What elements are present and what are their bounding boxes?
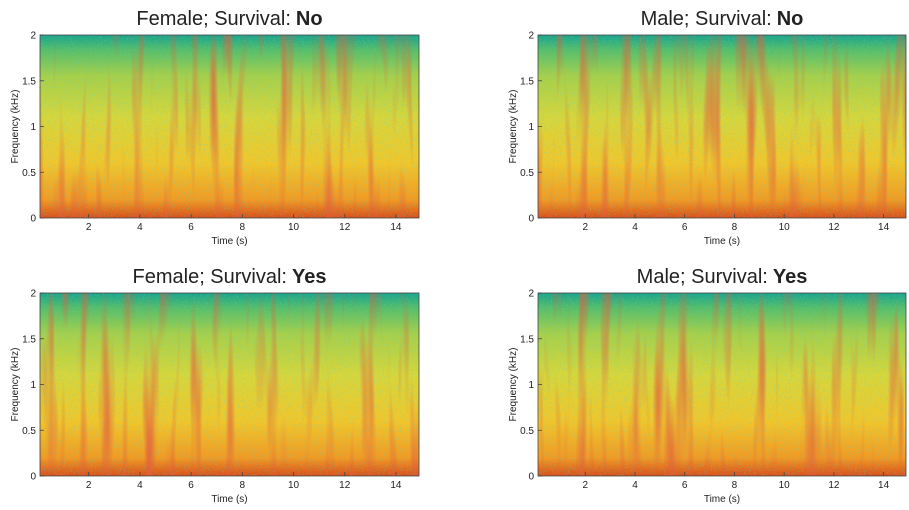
y-tick-label: 0 xyxy=(30,472,36,483)
x-axis-label: Time (s) xyxy=(211,494,247,505)
x-tick-label: 12 xyxy=(828,222,840,233)
chart-title-text: Male; Survival: xyxy=(641,8,772,30)
chart-title-emphasis: No xyxy=(296,8,323,30)
panel: 2 4 6 8 10 12 14 0 0.5 1 1.5 2 Time (s) Frequency (kH… xyxy=(508,266,907,505)
x-tick-label: 6 xyxy=(682,222,688,233)
x-tick-label: 14 xyxy=(878,480,890,491)
y-tick-label: 1.5 xyxy=(22,76,36,87)
x-tick-label: 2 xyxy=(86,222,92,233)
chart-title: Female; Survival: Yes xyxy=(133,266,327,288)
x-tick-label: 12 xyxy=(339,480,351,491)
x-tick-label: 14 xyxy=(390,480,402,491)
chart-title-emphasis: No xyxy=(777,8,804,30)
y-tick-label: 1 xyxy=(30,122,36,133)
chart-title-emphasis: Yes xyxy=(292,266,326,288)
y-tick-label: 2 xyxy=(30,289,36,300)
y-tick-label: 0 xyxy=(30,214,36,225)
x-tick-label: 8 xyxy=(732,480,738,491)
y-tick-label: 0.5 xyxy=(520,426,534,437)
y-tick-label: 1 xyxy=(30,380,36,391)
x-tick-label: 6 xyxy=(682,480,688,491)
x-tick-label: 4 xyxy=(137,480,143,491)
x-tick-label: 6 xyxy=(188,222,194,233)
chart-title-text: Male; Survival: xyxy=(637,266,768,288)
x-tick-label: 10 xyxy=(288,480,300,491)
y-tick-label: 1.5 xyxy=(520,334,534,345)
panel: 2 4 6 8 10 12 14 0 0.5 1 1.5 2 Time (s) Frequency (kH… xyxy=(508,8,907,247)
chart-title-text: Female; Survival: xyxy=(136,8,291,30)
y-tick-label: 0.5 xyxy=(22,168,36,179)
x-tick-label: 14 xyxy=(878,222,890,233)
chart-title-emphasis: Yes xyxy=(773,266,807,288)
x-tick-label: 10 xyxy=(779,480,791,491)
panel: 2 4 6 8 10 12 14 0 0.5 1 1.5 2 Time (s) Frequency (kH… xyxy=(10,266,420,505)
x-tick-label: 14 xyxy=(390,222,402,233)
y-tick-label: 0.5 xyxy=(520,168,534,179)
chart-title-text: Female; Survival: xyxy=(133,266,288,288)
panel: 2 4 6 8 10 12 14 0 0.5 1 1.5 2 Time (s) Frequency (kH… xyxy=(10,8,420,247)
y-tick-label: 1.5 xyxy=(520,76,534,87)
x-tick-label: 8 xyxy=(240,222,246,233)
x-tick-label: 10 xyxy=(779,222,791,233)
x-tick-label: 12 xyxy=(339,222,351,233)
x-tick-label: 4 xyxy=(632,480,638,491)
y-axis-label: Frequency (kHz) xyxy=(508,90,519,164)
chart-title: Female; Survival: No xyxy=(136,8,322,30)
spectrogram-texture xyxy=(538,35,906,218)
y-tick-label: 0 xyxy=(528,214,534,225)
x-axis-label: Time (s) xyxy=(704,494,740,505)
spectrogram-texture xyxy=(40,35,419,218)
spectrogram-texture xyxy=(40,293,419,476)
x-tick-label: 8 xyxy=(240,480,246,491)
x-tick-label: 2 xyxy=(582,222,588,233)
chart-title: Male; Survival: No xyxy=(641,8,804,30)
x-tick-label: 4 xyxy=(137,222,143,233)
x-tick-label: 2 xyxy=(582,480,588,491)
x-tick-label: 12 xyxy=(828,480,840,491)
x-tick-label: 10 xyxy=(288,222,300,233)
x-axis-label: Time (s) xyxy=(704,236,740,247)
spectrogram-texture xyxy=(538,293,906,476)
x-tick-label: 2 xyxy=(86,480,92,491)
y-axis-label: Frequency (kHz) xyxy=(10,348,21,422)
y-tick-label: 1 xyxy=(528,122,534,133)
x-axis-label: Time (s) xyxy=(211,236,247,247)
y-tick-label: 0 xyxy=(528,472,534,483)
y-tick-label: 1.5 xyxy=(22,334,36,345)
x-tick-label: 8 xyxy=(732,222,738,233)
y-tick-label: 2 xyxy=(30,31,36,42)
y-axis-label: Frequency (kHz) xyxy=(508,348,519,422)
y-tick-label: 2 xyxy=(528,289,534,300)
y-axis-label: Frequency (kHz) xyxy=(10,90,21,164)
y-tick-label: 0.5 xyxy=(22,426,36,437)
y-tick-label: 1 xyxy=(528,380,534,391)
chart-title: Male; Survival: Yes xyxy=(637,266,808,288)
x-tick-label: 4 xyxy=(632,222,638,233)
x-tick-label: 6 xyxy=(188,480,194,491)
y-tick-label: 2 xyxy=(528,31,534,42)
